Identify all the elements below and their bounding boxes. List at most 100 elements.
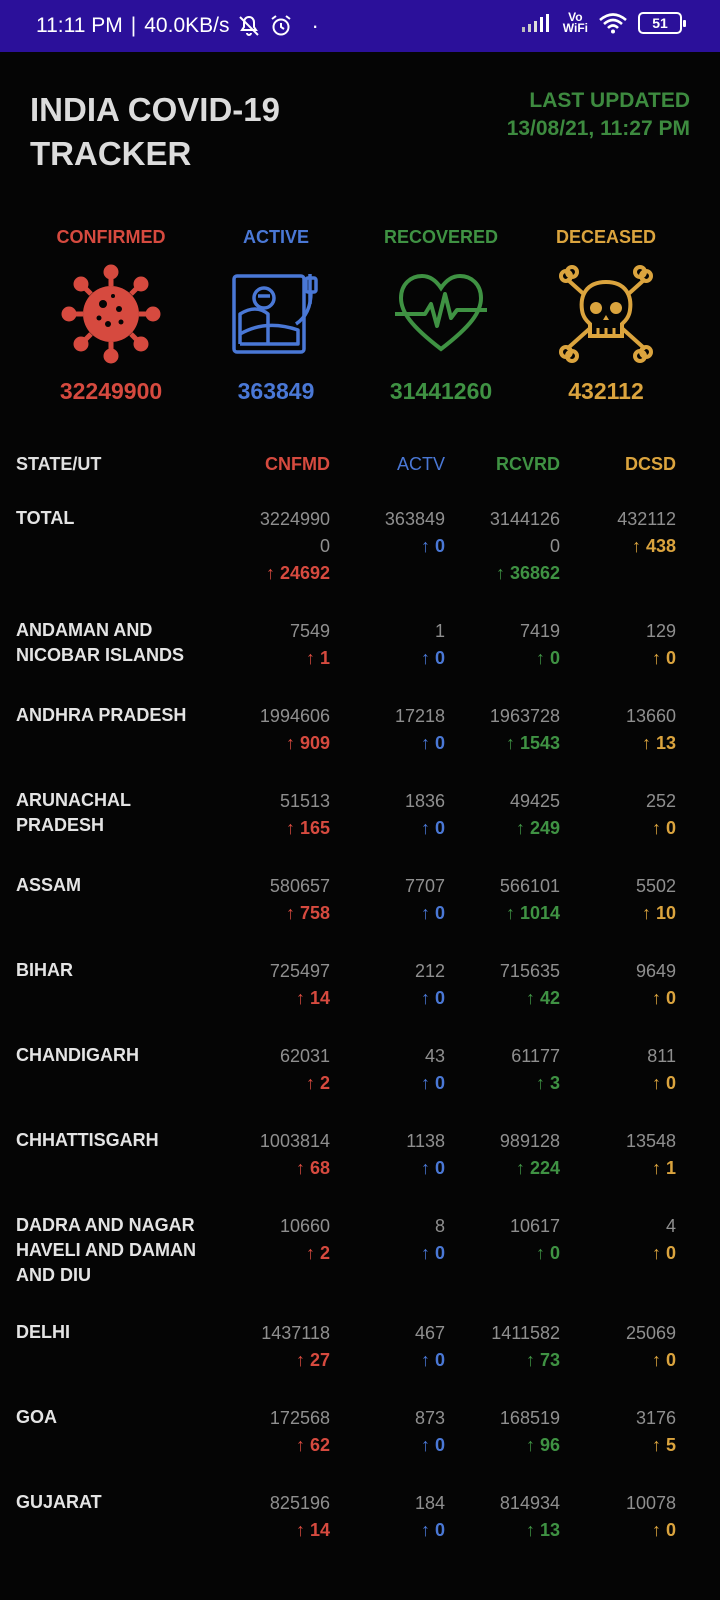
header-deceased[interactable]: DCSD (624, 454, 676, 474)
confirmed-cell: 825196 ↑ 14 (230, 1490, 330, 1544)
last-updated: LAST UPDATED 13/08/21, 11:27 PM (507, 87, 690, 143)
recovered-delta: ↑ 36862 (495, 563, 560, 583)
confirmed-cell: 51513 ↑ 165 (230, 788, 330, 842)
header-confirmed[interactable]: CNFMD (265, 454, 330, 474)
state-name: CHANDIGARH (16, 1045, 139, 1065)
confirmed-count: 1437118 (261, 1323, 330, 1343)
deceased-count: 13660 (625, 706, 676, 726)
table-row[interactable]: DELHI 1437118 ↑ 27 467 ↑ 0 1411582 ↑ 73 25069 ↑ … (0, 1320, 720, 1405)
recovered-cell: 7419 ↑ 0 (460, 618, 560, 672)
recovered-count: 989128 (499, 1131, 560, 1151)
active-delta: ↑ 0 (420, 733, 445, 753)
deceased-count: 10078 (625, 1493, 676, 1513)
active-delta: ↑ 0 (420, 1350, 445, 1370)
active-count: 1836 (404, 791, 445, 811)
vo-label: Vo (568, 10, 583, 24)
battery-icon: 51 (638, 12, 686, 34)
state-table: TOTAL 3224990 0 ↑ 24692 363849 ↑ 0 3144126 0 ↑… (0, 506, 720, 1575)
deceased-count: 5502 (635, 876, 676, 896)
header-active[interactable]: ACTV (396, 454, 445, 474)
recovered-count: 1411582 (491, 1323, 560, 1343)
confirmed-delta: ↑ 24692 (265, 563, 330, 583)
active-count: 17218 (394, 706, 445, 726)
recovered-cell: 566101 ↑ 1014 (460, 873, 560, 927)
deceased-count: 4 (665, 1216, 676, 1236)
recovered-delta: ↑ 1543 (505, 733, 560, 753)
table-row[interactable]: ANDAMAN AND NICOBAR ISLANDS 7549 ↑ 1 1 ↑ 0 74… (0, 618, 720, 703)
state-name: BIHAR (16, 960, 73, 980)
confirmed-count: 62031 (279, 1046, 330, 1066)
recovered-cell: 989128 ↑ 224 (460, 1128, 560, 1182)
active-count: 363849 (384, 509, 445, 529)
active-count: 467 (414, 1323, 445, 1343)
deceased-delta: ↑ 5 (651, 1435, 676, 1455)
active-cell: 7707 ↑ 0 (345, 873, 445, 927)
table-row[interactable]: ANDHRA PRADESH 1994606 ↑ 909 17218 ↑ 0 196372… (0, 703, 720, 788)
deceased-cell: 25069 ↑ 0 (576, 1320, 676, 1374)
wifi-label: WiFi (562, 21, 588, 35)
recovered-cell: 3144126 0 ↑ 36862 (460, 506, 560, 587)
active-count: 1 (434, 621, 445, 641)
recovered-count: 61177 (511, 1046, 560, 1066)
recovered-delta: ↑ 42 (525, 988, 560, 1008)
table-row[interactable]: CHANDIGARH 62031 ↑ 2 43 ↑ 0 61177 ↑ 3 811 ↑ 0 (0, 1043, 720, 1128)
state-name: ARUNACHAL PRADESH (16, 790, 131, 835)
recovered-count: 715635 (499, 961, 560, 981)
deceased-cell: 9649 ↑ 0 (576, 958, 676, 1012)
status-bar: 11:11 PM | 40.0KB/s · Vo WiFi 51 (0, 0, 720, 52)
last-updated-time: 13/08/21, 11:27 PM (506, 117, 690, 140)
recovered-count: 10617 (509, 1216, 560, 1236)
deceased-delta: ↑ 10 (641, 903, 676, 923)
table-row[interactable]: BIHAR 725497 ↑ 14 212 ↑ 0 715635 ↑ 42 9649 ↑ 0 (0, 958, 720, 1043)
recovered-delta: ↑ 73 (525, 1350, 560, 1370)
recovered-count: 1963728 (489, 706, 560, 726)
confirmed-cell: 1994606 ↑ 909 (230, 703, 330, 757)
table-row[interactable]: GOA 172568 ↑ 62 873 ↑ 0 168519 ↑ 96 3176 ↑ 5 (0, 1405, 720, 1490)
confirmed-delta: ↑ 14 (295, 1520, 330, 1540)
confirmed-delta: ↑ 1 (305, 648, 330, 668)
confirmed-count: 51513 (279, 791, 330, 811)
confirmed-count: 1994606 (259, 706, 330, 726)
virus-icon (61, 264, 161, 364)
deceased-count: 129 (645, 621, 676, 641)
confirmed-count: 172568 (269, 1408, 330, 1428)
signal-icon (521, 13, 553, 33)
active-cell: 1836 ↑ 0 (345, 788, 445, 842)
confirmed-cell: 10660 ↑ 2 (230, 1213, 330, 1267)
table-row[interactable]: TOTAL 3224990 0 ↑ 24692 363849 ↑ 0 3144126 0 ↑… (0, 506, 720, 618)
deceased-delta: ↑ 0 (651, 818, 676, 838)
confirmed-cell: 3224990 0 ↑ 24692 (230, 506, 330, 587)
deceased-delta: ↑ 0 (651, 648, 676, 668)
state-name: ANDHRA PRADESH (16, 705, 187, 725)
confirmed-count: 580657 (269, 876, 330, 896)
active-delta: ↑ 0 (420, 1243, 445, 1263)
active-count: 43 (424, 1046, 445, 1066)
confirmed-delta: ↑ 2 (305, 1243, 330, 1263)
deceased-count: 9649 (635, 961, 676, 981)
summary-deceased: DECEASED 432112 (521, 226, 691, 406)
table-row[interactable]: ASSAM 580657 ↑ 758 7707 ↑ 0 566101 ↑ 1014 5502 ↑… (0, 873, 720, 958)
table-row[interactable]: GUJARAT 825196 ↑ 14 184 ↑ 0 814934 ↑ 13 10078 ↑ … (0, 1490, 720, 1575)
confirmed-count: 725497 (269, 961, 330, 981)
deceased-label: DECEASED (555, 227, 657, 247)
active-count: 1138 (406, 1131, 445, 1151)
deceased-delta: ↑ 0 (651, 1350, 676, 1370)
deceased-count: 25069 (625, 1323, 676, 1343)
active-cell: 467 ↑ 0 (345, 1320, 445, 1374)
table-row[interactable]: ARUNACHAL PRADESH 51513 ↑ 165 1836 ↑ 0 49425 ↑… (0, 788, 720, 873)
active-count: 873 (414, 1408, 445, 1428)
table-row[interactable]: CHHATTISGARH 1003814 ↑ 68 1138 ↑ 0 989128 ↑ 22… (0, 1128, 720, 1213)
table-row[interactable]: DADRA AND NAGAR HAVELI AND DAMAN AND DIU… (0, 1213, 720, 1320)
deceased-delta: ↑ 1 (651, 1158, 676, 1178)
confirmed-cell: 1437118 ↑ 27 (230, 1320, 330, 1374)
recovered-cell: 10617 ↑ 0 (460, 1213, 560, 1267)
status-time: 11:11 PM (36, 14, 123, 37)
summary-recovered: RECOVERED 31441260 (356, 226, 526, 406)
deceased-cell: 4 ↑ 0 (576, 1213, 676, 1267)
confirmed-count: 3224990 0 (259, 509, 330, 556)
page-title: INDIA COVID-19 TRACKER (30, 88, 280, 176)
skull-icon (559, 265, 653, 363)
confirmed-cell: 172568 ↑ 62 (230, 1405, 330, 1459)
battery-level: 51 (652, 15, 668, 31)
header-recovered[interactable]: RCVRD (495, 454, 560, 474)
